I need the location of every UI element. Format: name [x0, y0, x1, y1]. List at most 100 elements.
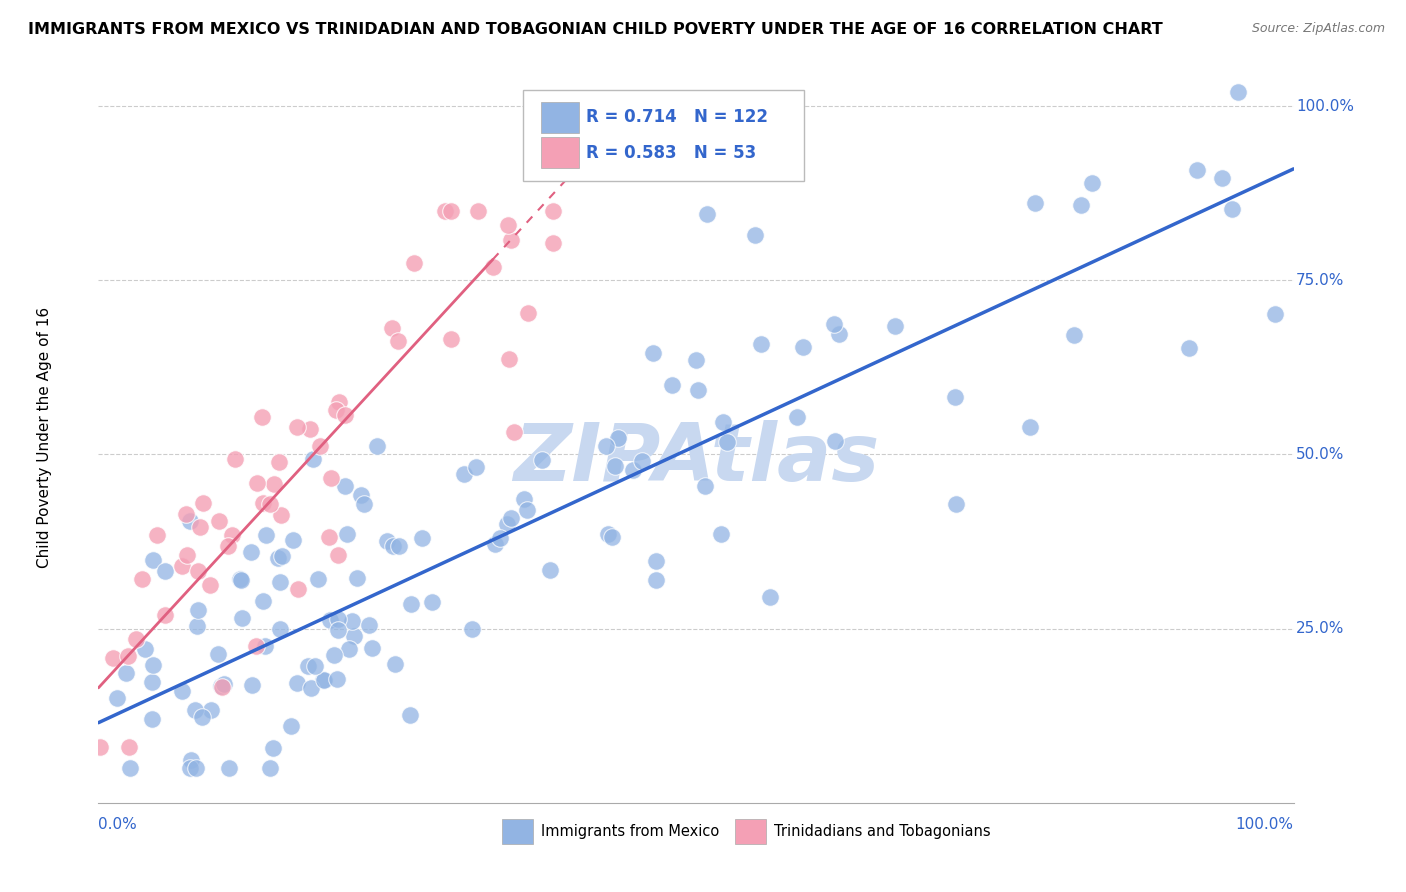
Point: [211, 680, 233, 694]
Point: [513, 491, 536, 506]
Point: [516, 306, 538, 320]
Point: [328, 624, 350, 638]
Point: [198, 578, 221, 592]
Point: [467, 203, 489, 218]
Point: [1185, 163, 1208, 178]
Point: [388, 539, 411, 553]
Point: [250, 410, 273, 425]
Point: [270, 549, 292, 563]
Point: [420, 595, 443, 609]
Point: [280, 719, 302, 733]
Point: [89, 740, 111, 755]
Point: [252, 496, 274, 510]
Point: [498, 352, 520, 367]
Point: [118, 761, 141, 775]
Point: [1070, 197, 1092, 211]
Point: [253, 639, 276, 653]
Point: [516, 503, 538, 517]
Point: [1264, 307, 1286, 321]
Point: [489, 531, 512, 545]
Point: [307, 572, 329, 586]
Point: [943, 390, 966, 404]
Point: [464, 459, 486, 474]
Point: [269, 574, 291, 589]
Point: [499, 233, 522, 247]
Point: [1018, 420, 1040, 434]
Point: [711, 415, 734, 429]
Point: [240, 678, 263, 692]
Point: [312, 673, 335, 687]
Point: [218, 540, 240, 554]
Point: [221, 528, 243, 542]
Point: [304, 659, 326, 673]
Point: [285, 676, 308, 690]
Text: 25.0%: 25.0%: [1296, 621, 1344, 636]
Point: [343, 629, 366, 643]
Point: [262, 740, 284, 755]
Point: [645, 554, 668, 568]
Point: [433, 203, 456, 218]
Point: [318, 531, 340, 545]
FancyBboxPatch shape: [541, 137, 579, 168]
Point: [685, 352, 707, 367]
Point: [259, 497, 281, 511]
Point: [411, 531, 433, 545]
Point: [326, 672, 349, 686]
Point: [366, 439, 388, 453]
Point: [496, 516, 519, 531]
Point: [1211, 170, 1233, 185]
Point: [595, 439, 617, 453]
Point: [224, 451, 246, 466]
Point: [541, 203, 564, 218]
Point: [399, 597, 422, 611]
Point: [319, 613, 342, 627]
Point: [270, 508, 292, 522]
Text: R = 0.583   N = 53: R = 0.583 N = 53: [586, 144, 756, 161]
Point: [187, 603, 209, 617]
Point: [170, 558, 193, 573]
Text: 100.0%: 100.0%: [1236, 817, 1294, 832]
Point: [751, 336, 773, 351]
Point: [254, 528, 277, 542]
Point: [828, 327, 851, 342]
Point: [170, 684, 193, 698]
Point: [184, 761, 207, 775]
Point: [209, 680, 232, 694]
Point: [252, 594, 274, 608]
Point: [118, 740, 141, 755]
Point: [353, 497, 375, 511]
Text: Immigrants from Mexico: Immigrants from Mexico: [541, 824, 718, 839]
Point: [207, 647, 229, 661]
Point: [710, 526, 733, 541]
Point: [744, 227, 766, 242]
Point: [440, 332, 463, 346]
Point: [263, 476, 285, 491]
Point: [229, 572, 252, 586]
Text: 100.0%: 100.0%: [1296, 99, 1354, 113]
Point: [179, 514, 201, 528]
Point: [501, 510, 523, 524]
Point: [179, 761, 201, 775]
Point: [696, 207, 718, 221]
Text: 75.0%: 75.0%: [1296, 273, 1344, 288]
Point: [688, 383, 710, 397]
Point: [398, 708, 420, 723]
Point: [530, 453, 553, 467]
Point: [346, 571, 368, 585]
Point: [267, 550, 290, 565]
Text: Trinidadians and Tobagonians: Trinidadians and Tobagonians: [773, 824, 990, 839]
Point: [402, 256, 425, 270]
Point: [600, 530, 623, 544]
Point: [945, 498, 967, 512]
Point: [759, 591, 782, 605]
FancyBboxPatch shape: [523, 90, 804, 181]
Point: [297, 658, 319, 673]
Point: [218, 761, 240, 775]
Point: [382, 539, 405, 553]
Point: [884, 318, 907, 333]
Point: [153, 564, 176, 578]
Point: [326, 548, 349, 562]
Point: [246, 475, 269, 490]
Point: [350, 488, 373, 502]
Text: 50.0%: 50.0%: [1296, 447, 1344, 462]
